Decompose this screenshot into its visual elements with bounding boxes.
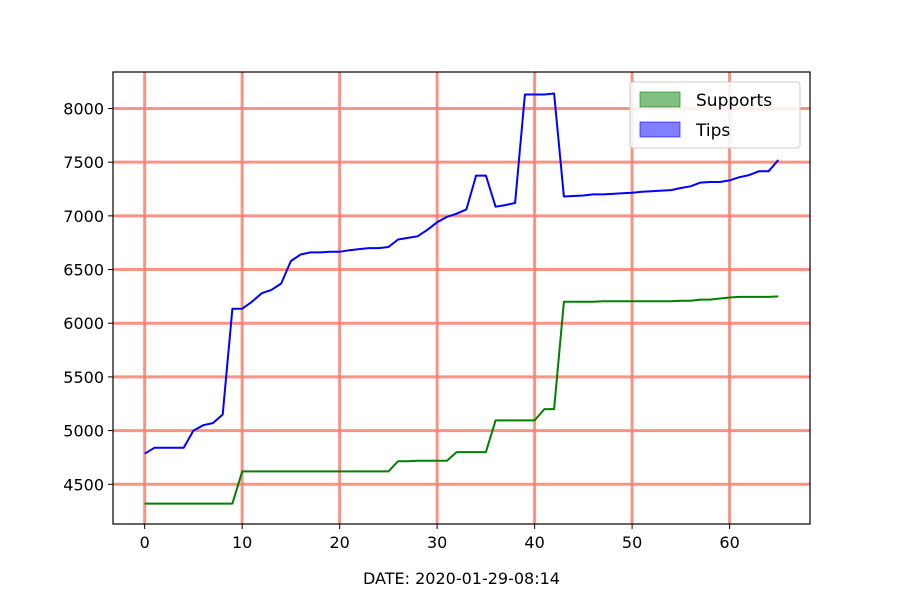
series-line-supports [144, 295, 779, 505]
plot-frame [112, 71, 811, 525]
x-axis-label: DATE: 2020-01-29-08:14 [363, 569, 560, 588]
x-tick-label: 50 [622, 533, 642, 552]
y-tick-label: 7000 [63, 207, 104, 226]
legend: Supports Tips [629, 81, 801, 149]
y-tick-label: 5000 [63, 422, 104, 441]
x-tick-label: 60 [719, 533, 739, 552]
y-tick-label: 5500 [63, 368, 104, 387]
legend-swatch-supports [639, 91, 681, 108]
y-tick-label: 6500 [63, 261, 104, 280]
x-tick-label: 20 [329, 533, 349, 552]
x-tick-label: 40 [524, 533, 544, 552]
y-tick-label: 4500 [63, 475, 104, 494]
y-tick-label: 8000 [63, 100, 104, 119]
legend-label-supports: Supports [696, 91, 772, 111]
y-tick-label: 7500 [63, 153, 104, 172]
legend-label-tips: Tips [695, 121, 730, 141]
series-line-tips [144, 92, 780, 455]
x-tick-label: 30 [427, 533, 447, 552]
series-lines [144, 92, 780, 505]
x-tick-label: 0 [140, 533, 150, 552]
legend-swatch-tips [639, 121, 681, 138]
y-tick-label: 6000 [63, 314, 104, 333]
axis-ticks: 0 10 20 30 40 50 60 4500 5000 5500 6000 6500 7000 750… [63, 100, 739, 552]
x-tick-label: 10 [232, 533, 252, 552]
